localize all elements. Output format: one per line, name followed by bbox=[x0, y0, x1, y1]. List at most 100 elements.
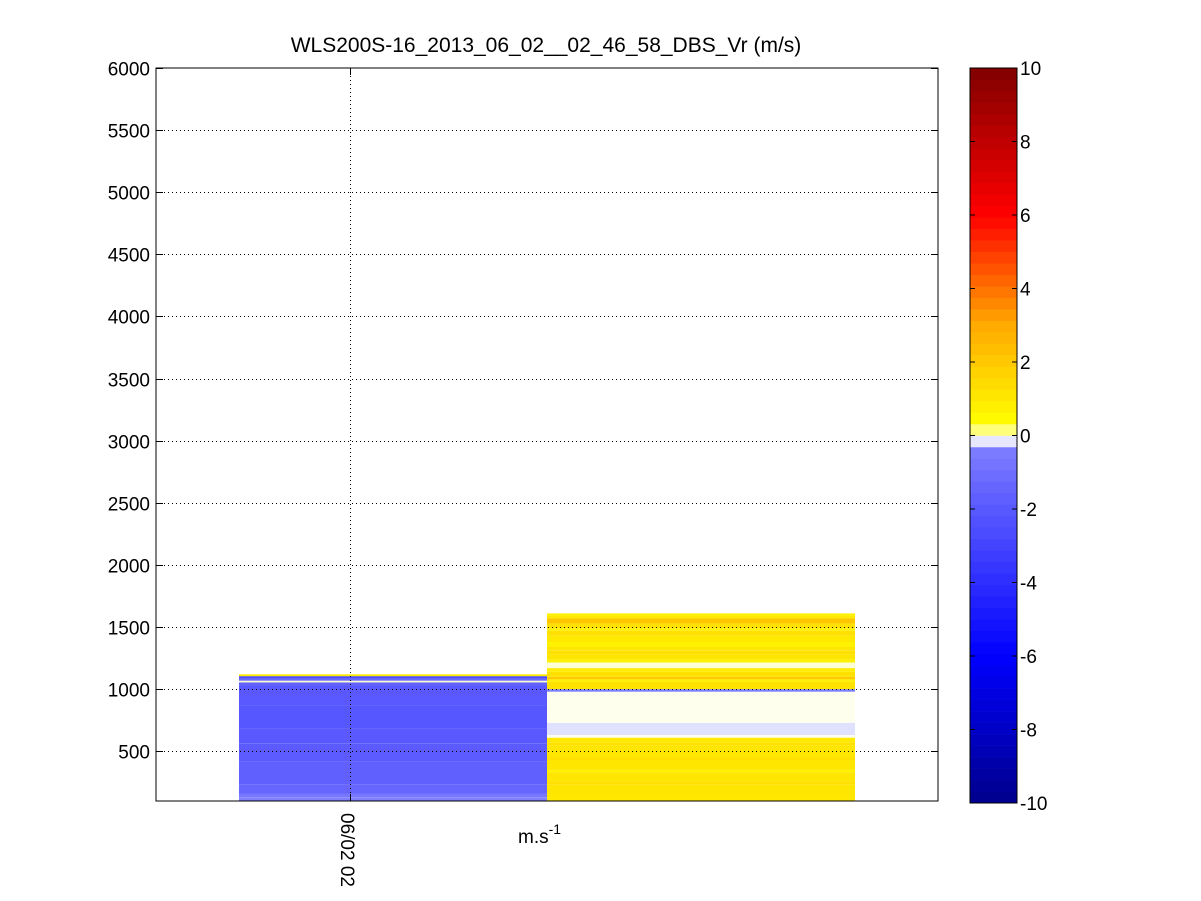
colorbar-level bbox=[970, 469, 1017, 482]
heatmap-cell bbox=[239, 793, 547, 798]
heatmap-cell bbox=[547, 618, 855, 624]
colorbar-level bbox=[970, 435, 1017, 448]
colorbar-level bbox=[970, 401, 1017, 413]
heatmap-cell bbox=[547, 635, 855, 642]
colorbar-level bbox=[970, 102, 1017, 115]
colorbar-level bbox=[970, 538, 1017, 551]
heatmap-cell bbox=[547, 760, 855, 770]
colorbar-level bbox=[970, 481, 1017, 494]
colorbar-level bbox=[970, 424, 1017, 436]
axes-border bbox=[155, 67, 939, 802]
colorbar-level bbox=[970, 630, 1017, 643]
heatmap-cell bbox=[547, 722, 855, 736]
heatmap-cell bbox=[547, 781, 855, 785]
heatmap-cell bbox=[547, 784, 855, 796]
colorbar-level bbox=[970, 607, 1017, 620]
colorbar-level bbox=[970, 205, 1017, 218]
colorbar-level bbox=[970, 791, 1017, 804]
colorbar-level bbox=[970, 699, 1017, 712]
plot-area: 500 1000 1500 2000 2500 3000 3500 4000 4500 5000 5… bbox=[108, 60, 939, 887]
heatmap-cell bbox=[547, 668, 855, 672]
colorbar-level bbox=[970, 286, 1017, 298]
heatmap-cell bbox=[239, 685, 547, 706]
heatmap-cell bbox=[239, 743, 547, 762]
colorbar-level bbox=[970, 171, 1017, 184]
colorbar-tick-label: -2 bbox=[1020, 500, 1037, 521]
colorbar-level bbox=[970, 584, 1017, 597]
heatmap-cell bbox=[547, 650, 855, 655]
colorbar-level bbox=[970, 653, 1017, 666]
colorbar-level bbox=[970, 389, 1017, 402]
colorbar-level bbox=[970, 665, 1017, 677]
colorbar-level bbox=[970, 366, 1017, 379]
colorbar: -10 -8 -6 -4 -2 0 2 4 6 8 10 bbox=[969, 59, 1047, 815]
colorbar-tick-label: -6 bbox=[1020, 647, 1037, 668]
colorbar-level bbox=[970, 550, 1017, 563]
colorbar-level bbox=[970, 79, 1017, 92]
y-tick-label: 5000 bbox=[108, 184, 150, 205]
colorbar-tick-label: -8 bbox=[1020, 721, 1037, 742]
colorbar-level bbox=[970, 125, 1017, 138]
heatmap-cell bbox=[239, 728, 547, 744]
colorbar-level bbox=[970, 619, 1017, 632]
heatmap-cell bbox=[239, 797, 547, 801]
colorbar-level bbox=[970, 136, 1017, 149]
colorbar-level bbox=[970, 251, 1017, 264]
colorbar-level bbox=[970, 159, 1017, 172]
colorbar-level bbox=[970, 446, 1017, 459]
heatmap-cell bbox=[547, 676, 855, 680]
heatmap-cell bbox=[239, 678, 547, 681]
y-tick-label: 2000 bbox=[108, 557, 150, 578]
colorbar-level bbox=[970, 240, 1017, 253]
x-axis-label-superscript: -1 bbox=[549, 821, 562, 837]
colorbar-level bbox=[970, 194, 1017, 207]
heatmap-cell bbox=[547, 623, 855, 629]
colorbar-level bbox=[970, 734, 1017, 746]
y-tick-label: 4000 bbox=[108, 308, 150, 329]
y-tick-label: 3000 bbox=[108, 433, 150, 454]
x-axis-label-base: m.s bbox=[518, 827, 549, 848]
colorbar-tick-label: 10 bbox=[1020, 59, 1041, 80]
heatmap-cell bbox=[547, 615, 855, 619]
colorbar-level bbox=[970, 515, 1017, 528]
heatmap-cell bbox=[547, 671, 855, 677]
colorbar-tick-label: 6 bbox=[1020, 206, 1031, 227]
y-tick-label: 5500 bbox=[108, 122, 150, 143]
heatmap-cells bbox=[239, 613, 855, 801]
heatmap-cell bbox=[547, 757, 855, 760]
heatmap-cell bbox=[547, 772, 855, 782]
colorbar-level bbox=[970, 217, 1017, 230]
heatmap-cell bbox=[239, 676, 547, 679]
colorbar-level bbox=[970, 596, 1017, 609]
y-tick-label: 500 bbox=[118, 743, 150, 764]
y-axis-ticks: 500 1000 1500 2000 2500 3000 3500 4000 4500 5000 5… bbox=[108, 60, 938, 764]
colorbar-level bbox=[970, 378, 1017, 390]
heatmap-cell bbox=[547, 679, 855, 682]
heatmap-cell bbox=[239, 761, 547, 785]
y-tick-label: 1500 bbox=[108, 619, 150, 640]
heatmap-cell bbox=[547, 681, 855, 690]
heatmap-cell bbox=[239, 682, 547, 686]
x-axis-ticks: 06/02 02 bbox=[336, 68, 357, 887]
colorbar-level bbox=[970, 768, 1017, 781]
heatmap-cell bbox=[547, 796, 855, 801]
colorbar-level bbox=[970, 412, 1017, 425]
colorbar-level bbox=[970, 228, 1017, 241]
colorbar-level bbox=[970, 688, 1017, 700]
colorbar-tick-label: 8 bbox=[1020, 133, 1031, 154]
colorbar-level bbox=[970, 274, 1017, 287]
heatmap-cell bbox=[239, 674, 547, 677]
heatmap-cell bbox=[239, 705, 547, 729]
colorbar-tick-label: 0 bbox=[1020, 427, 1031, 448]
colorbar-level bbox=[970, 148, 1017, 161]
colorbar-level bbox=[970, 711, 1017, 723]
heatmap-cell bbox=[547, 659, 855, 663]
heatmap-cell bbox=[239, 680, 547, 683]
colorbar-level bbox=[970, 757, 1017, 769]
heatmap-cell bbox=[547, 613, 855, 616]
colorbar-level bbox=[970, 573, 1017, 586]
heatmap-cell bbox=[547, 654, 855, 660]
colorbar-level bbox=[970, 780, 1017, 792]
heatmap-cell bbox=[547, 691, 855, 723]
heatmap-cell bbox=[547, 642, 855, 647]
